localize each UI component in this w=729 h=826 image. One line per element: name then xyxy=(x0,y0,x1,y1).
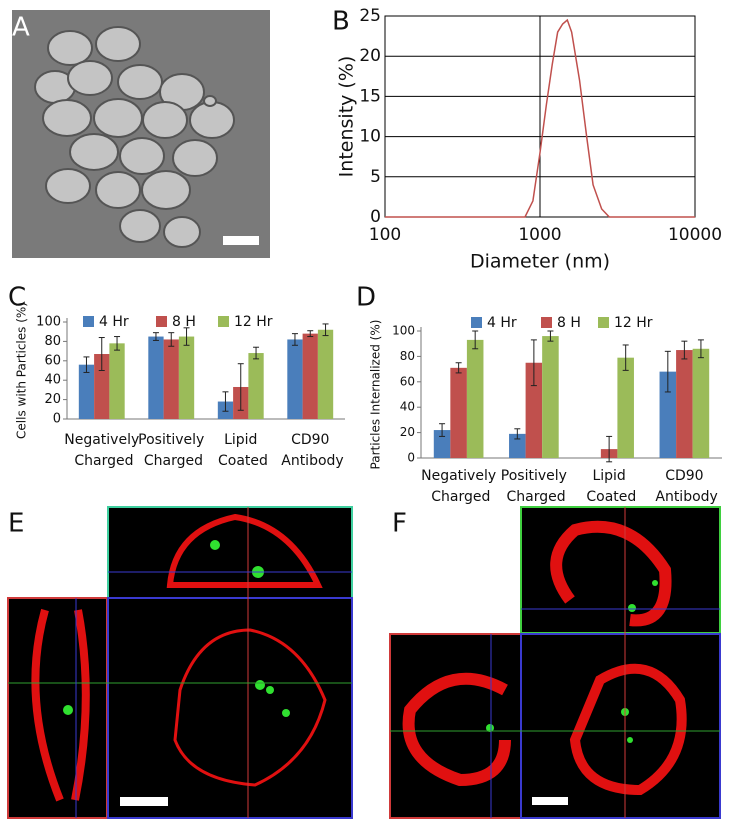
y-tick-label: 15 xyxy=(359,86,381,106)
x-tick-label: Lipid Coated xyxy=(214,432,268,469)
legend-swatch xyxy=(83,316,94,327)
panel-label: C xyxy=(8,283,26,313)
y-tick-label: 0 xyxy=(407,451,415,465)
x-tick-label: 10000 xyxy=(668,225,722,245)
legend-swatch xyxy=(471,317,482,328)
bar xyxy=(248,353,264,419)
x-tick-label: 1000 xyxy=(518,225,561,245)
x-tick-label: CD90 Antibody xyxy=(651,468,718,505)
y-tick-label: 100 xyxy=(392,324,415,338)
bar xyxy=(509,433,526,458)
x-tick-label: CD90 Antibody xyxy=(277,432,344,469)
error-bar xyxy=(606,435,613,463)
y-tick-label: 25 xyxy=(359,6,381,26)
bar xyxy=(178,336,195,419)
y-tick-label: 20 xyxy=(400,425,415,439)
legend-label: 12 Hr xyxy=(614,315,653,331)
y-tick-label: 60 xyxy=(44,353,61,368)
bar xyxy=(450,367,467,458)
bar xyxy=(542,336,559,458)
y-tick-label: 0 xyxy=(53,412,61,427)
error-bar xyxy=(237,363,244,411)
panel-label: B xyxy=(332,7,350,37)
bar xyxy=(94,354,110,419)
error-bar xyxy=(697,339,704,359)
error-bar xyxy=(455,362,462,374)
y-tick-label: 100 xyxy=(36,315,61,330)
y-tick-label: 80 xyxy=(44,334,61,349)
x-tick-label: 100 xyxy=(369,225,401,245)
error-bar xyxy=(472,330,479,350)
bar xyxy=(466,339,484,458)
error-bar xyxy=(98,337,105,371)
legend-swatch xyxy=(218,316,229,327)
panel-label: A xyxy=(12,13,30,43)
bar xyxy=(659,371,677,458)
bar xyxy=(676,350,693,458)
error-bar xyxy=(322,323,329,337)
bar xyxy=(525,362,543,458)
x-tick-label: Positively Charged xyxy=(138,432,204,469)
x-axis-label: Diameter (nm) xyxy=(470,251,610,273)
panel-label: F xyxy=(392,509,407,539)
bar xyxy=(78,364,95,419)
y-tick-label: 0 xyxy=(370,207,381,227)
error-bar xyxy=(530,339,537,387)
legend-label: 4 Hr xyxy=(99,314,129,330)
y-tick-label: 20 xyxy=(359,46,381,66)
error-bar xyxy=(168,332,175,347)
data-line xyxy=(385,18,695,218)
error-bar xyxy=(681,340,688,360)
error-bar xyxy=(622,344,629,371)
x-tick-label: Lipid Coated xyxy=(582,468,636,505)
bar xyxy=(302,333,318,419)
y-tick-label: 20 xyxy=(44,392,61,407)
bar xyxy=(163,339,179,419)
y-tick-label: 40 xyxy=(44,373,61,388)
error-bar xyxy=(83,356,90,373)
legend-label: 8 H xyxy=(172,314,196,330)
error-bar xyxy=(291,333,298,346)
error-bar xyxy=(439,423,446,437)
y-tick-label: 80 xyxy=(400,349,415,363)
error-bar xyxy=(664,350,671,393)
legend-swatch xyxy=(156,316,167,327)
confocal-image-e xyxy=(7,506,353,819)
error-bar xyxy=(222,391,229,412)
y-axis-label: Particles Internalized (%) xyxy=(369,320,383,470)
y-tick-label: 10 xyxy=(359,127,381,147)
confocal-image-f xyxy=(389,506,721,819)
error-bar xyxy=(183,327,190,346)
x-tick-label: Negatively Charged xyxy=(421,468,496,505)
error-bar xyxy=(152,332,159,341)
y-tick-label: 60 xyxy=(400,374,415,388)
x-tick-label: Negatively Charged xyxy=(64,432,139,469)
bar xyxy=(617,357,634,458)
bar xyxy=(692,348,710,458)
error-bar xyxy=(114,336,121,351)
panel-label: D xyxy=(356,283,376,313)
error-bar xyxy=(307,330,314,338)
bar xyxy=(433,430,451,458)
y-tick-label: 40 xyxy=(400,400,415,414)
error-bar xyxy=(547,330,554,342)
y-tick-label: 5 xyxy=(370,167,381,187)
bar xyxy=(148,336,164,419)
y-axis-label: Cells with Particles (%) xyxy=(15,302,29,439)
panel-label: E xyxy=(8,509,24,539)
legend-swatch xyxy=(541,317,552,328)
y-axis-label: Intensity (%) xyxy=(336,56,358,178)
bar xyxy=(317,329,334,419)
bar xyxy=(109,343,125,419)
legend-swatch xyxy=(598,317,609,328)
legend-label: 12 Hr xyxy=(234,314,273,330)
x-tick-label: Positively Charged xyxy=(501,468,567,505)
error-bar xyxy=(514,428,521,440)
error-bar xyxy=(253,346,260,360)
bar xyxy=(287,339,303,419)
sem-image xyxy=(12,10,270,258)
legend-label: 4 Hr xyxy=(487,315,517,331)
legend-label: 8 H xyxy=(557,315,581,331)
